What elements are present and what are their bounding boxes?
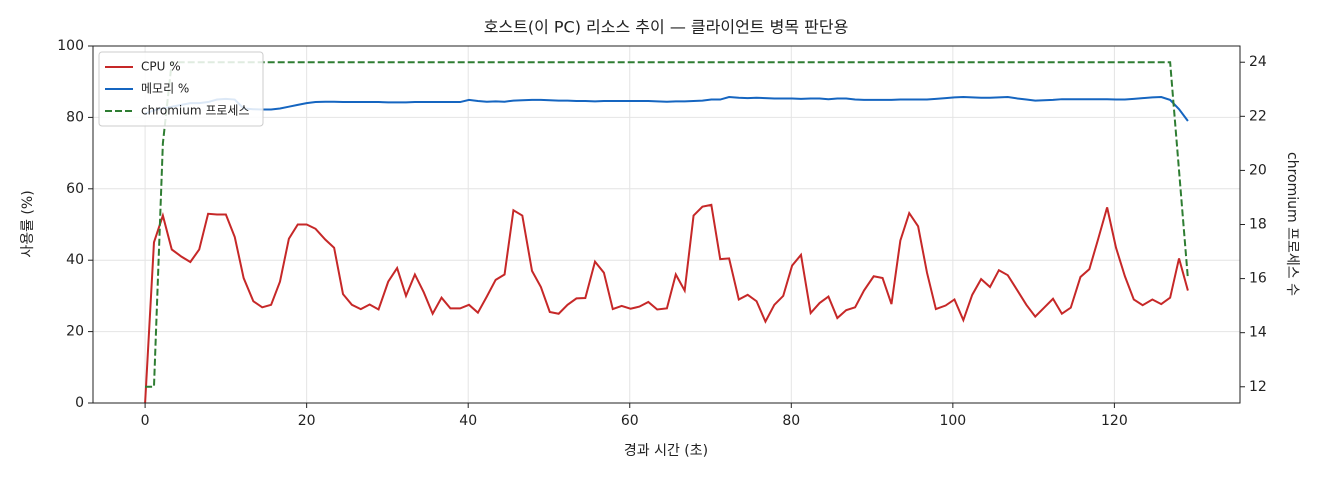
y2-tick-label: 16 bbox=[1249, 271, 1267, 287]
chart-title: 호스트(이 PC) 리소스 추이 — 클라이언트 병목 판단용 bbox=[484, 18, 849, 37]
x-tick-label: 60 bbox=[621, 413, 639, 429]
x-tick-label: 0 bbox=[141, 413, 150, 429]
legend-label: CPU % bbox=[141, 60, 181, 74]
y2-tick-label: 12 bbox=[1249, 379, 1267, 395]
y2-tick-label: 20 bbox=[1249, 162, 1267, 178]
y-tick-label: 0 bbox=[75, 395, 84, 411]
legend: CPU % 메모리 % chromium 프로세스 bbox=[98, 51, 264, 127]
y-tick-label: 60 bbox=[66, 181, 84, 197]
y-tick-label: 80 bbox=[66, 109, 84, 125]
series-line bbox=[144, 203, 1189, 404]
legend-label: 메모리 % bbox=[141, 82, 189, 96]
plot-frame bbox=[92, 45, 1241, 404]
x-tick-label: 80 bbox=[782, 413, 800, 429]
legend-label: chromium 프로세스 bbox=[141, 104, 250, 118]
x-tick-label: 20 bbox=[298, 413, 316, 429]
y2-tick-label: 14 bbox=[1249, 325, 1267, 341]
series-line bbox=[144, 96, 1189, 122]
x-tick-label: 100 bbox=[939, 413, 966, 429]
y2-axis-label: chromium 프로세스 수 bbox=[1284, 152, 1300, 296]
y-tick-label: 20 bbox=[66, 324, 84, 340]
y-tick-label: 100 bbox=[57, 38, 84, 54]
legend-box bbox=[98, 51, 264, 127]
y-tick-label: 40 bbox=[66, 252, 84, 268]
series-line bbox=[145, 61, 1189, 388]
x-tick-label: 40 bbox=[459, 413, 477, 429]
y2-tick-label: 24 bbox=[1249, 54, 1267, 70]
y2-tick-label: 18 bbox=[1249, 217, 1267, 233]
x-tick-label: 120 bbox=[1101, 413, 1128, 429]
x-axis-label: 경과 시간 (초) bbox=[624, 443, 708, 459]
y2-tick-label: 22 bbox=[1249, 108, 1267, 124]
y-axis-label: 사용률 (%) bbox=[20, 190, 36, 257]
